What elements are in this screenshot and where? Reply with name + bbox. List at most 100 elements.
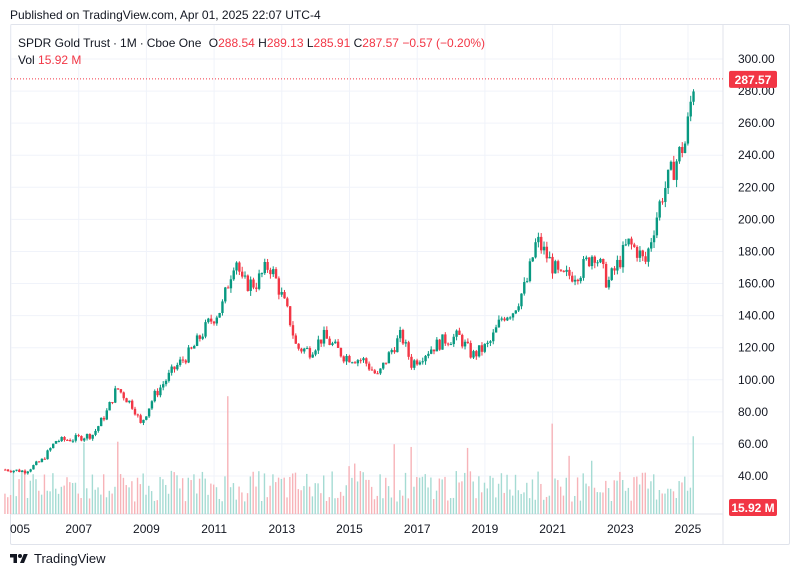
candle-body [373, 370, 376, 374]
volume-bar [322, 475, 325, 514]
candle-body [85, 434, 89, 439]
volume-bar [80, 497, 82, 514]
volume-bar [235, 499, 237, 514]
candle-body [661, 201, 664, 203]
volume-bar [238, 486, 240, 514]
candle-body [170, 366, 173, 373]
candle-body [345, 355, 348, 362]
volume-key[interactable]: Vol [18, 53, 35, 67]
candle-body [556, 261, 560, 270]
candle-body [68, 439, 72, 442]
volume-bar [472, 481, 474, 514]
volume-bar [196, 493, 198, 514]
volume-legend: Vol 15.92 M [18, 53, 81, 67]
candle-body [252, 279, 255, 288]
volume-bar [661, 493, 663, 514]
candle-body [173, 366, 176, 370]
volume-bar [57, 493, 60, 514]
volume-bar [416, 477, 418, 514]
volume-bar [410, 446, 412, 514]
volume-bar [86, 488, 88, 514]
volume-bar [66, 477, 68, 514]
candle-body [658, 201, 661, 218]
candle-body [145, 416, 148, 420]
volume-bar [469, 471, 472, 514]
candle-body [12, 470, 15, 473]
candle-body [142, 419, 145, 423]
volume-bar [266, 497, 268, 514]
volume-bar [12, 471, 15, 514]
candle-body [305, 348, 309, 350]
candle-body [486, 342, 489, 344]
candle-body [503, 318, 506, 321]
volume-bar [478, 476, 480, 514]
volume-bar [452, 497, 455, 514]
candle-body [621, 245, 625, 268]
volume-bar [658, 490, 661, 514]
volume-bar [427, 487, 429, 514]
candle-body [150, 401, 154, 409]
volume-bar [585, 483, 587, 514]
volume-bar [167, 493, 170, 514]
volume-bar [574, 495, 576, 514]
volume-bar [373, 499, 376, 514]
x-tick-label: 2009 [133, 522, 160, 536]
footer-brand[interactable]: TradingView [10, 551, 106, 566]
volume-bar [74, 482, 77, 514]
candle-body [105, 410, 108, 420]
candle-body [429, 349, 433, 354]
interval-label[interactable]: 1M [120, 36, 137, 50]
volume-bar [306, 473, 308, 514]
candle-body [334, 341, 337, 344]
volume-bar [320, 493, 322, 514]
candle-body [331, 343, 334, 345]
candle-body [650, 242, 653, 249]
candle-body [565, 269, 568, 272]
candle-body [466, 341, 470, 344]
volume-bar [111, 493, 113, 514]
candle-body [190, 347, 193, 349]
candle-body [325, 329, 329, 339]
volume-bar [311, 496, 314, 514]
candle-body [280, 292, 283, 295]
volume-bar [244, 501, 246, 514]
volume-bar [218, 498, 221, 514]
volume-bar [559, 486, 562, 514]
candle-body [156, 390, 159, 396]
candle-body [133, 408, 137, 415]
volume-bar [108, 490, 111, 514]
volume-bar [227, 396, 229, 514]
symbol-name[interactable]: SPDR Gold Trust [18, 36, 111, 50]
volume-bar [650, 481, 652, 514]
candle-body [204, 322, 207, 337]
candle-body [669, 161, 673, 170]
candle-body [88, 434, 92, 439]
candle-body [404, 342, 408, 344]
volume-bar [517, 490, 520, 514]
candle-body [480, 345, 484, 352]
candle-body [398, 330, 402, 339]
candle-body [178, 359, 182, 365]
candle-body [384, 362, 388, 364]
candle-body [193, 345, 196, 349]
y-tick-label: 300.00 [738, 52, 775, 66]
volume-bar [286, 497, 288, 514]
candle-body [71, 440, 75, 442]
volume-bar [486, 488, 489, 514]
volume-bar [401, 495, 404, 514]
candle-body [184, 360, 187, 363]
volume-bar [38, 490, 40, 514]
volume-bar [396, 501, 398, 514]
volume-bar [165, 484, 167, 514]
candle-body [494, 327, 498, 333]
candle-body [554, 261, 557, 274]
volume-bar [232, 483, 235, 514]
candle-body [159, 387, 162, 396]
volume-bar [210, 483, 212, 514]
volume-bar [531, 479, 534, 514]
candle-body [500, 318, 503, 320]
x-tick-label: 2025 [675, 522, 702, 536]
y-tick-label: 200.00 [738, 212, 775, 226]
candle-body [382, 362, 385, 369]
